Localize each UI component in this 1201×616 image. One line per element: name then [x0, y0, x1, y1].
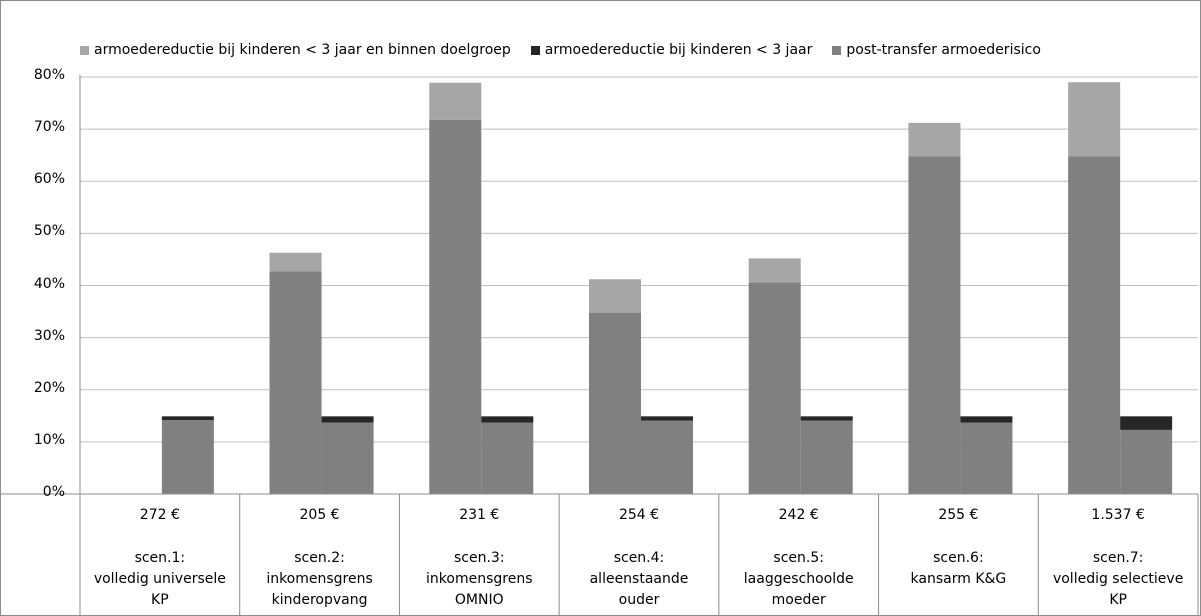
bar-post-transfer-kinderen [161, 419, 214, 494]
category-cell: 272 € scen.1: volledig universele KP [80, 494, 240, 616]
chart-legend: armoedereductie bij kinderen < 3 jaar en… [80, 38, 1061, 62]
category-label-line: volledig universele [93, 571, 226, 587]
bar-reductie-doelgroep [1068, 82, 1121, 157]
bar-reductie-kinderen [481, 416, 534, 423]
bar-post-transfer [748, 282, 801, 494]
y-tick-label: 10% [33, 431, 65, 448]
category-label: scen.4: alleenstaande ouder [559, 548, 719, 611]
bar-post-transfer [429, 119, 482, 495]
legend-swatch [832, 45, 842, 55]
category-cell: 231 € scen.3: inkomensgrens OMNIO [399, 494, 559, 616]
category-cell: 255 € scen.6: kansarm K&G [879, 494, 1039, 616]
legend-swatch [80, 45, 89, 55]
category-label: scen.5: laaggeschoolde moeder [719, 548, 879, 611]
y-tick-label: 0% [42, 484, 65, 500]
bar-reductie-kinderen [1120, 416, 1173, 430]
legend-entry: armoedereductie bij kinderen < 3 jaar [530, 42, 813, 58]
bar-reductie-kinderen [161, 416, 214, 420]
category-label-line: KP [1109, 592, 1127, 608]
category-label-line: alleenstaande [589, 571, 689, 587]
category-label-line: laaggeschoolde [743, 571, 854, 587]
category-cost: 254 € [618, 507, 660, 523]
bar-post-transfer-kinderen [800, 420, 853, 494]
category-label-line: scen.5: [773, 550, 824, 566]
legend-label: post-transfer armoederisico [846, 42, 1041, 58]
legend-entry: armoedereductie bij kinderen < 3 jaar en… [80, 42, 511, 58]
bar-reductie-kinderen [321, 416, 374, 423]
category-label-line: inkomensgrens [426, 571, 533, 587]
category-cost: 231 € [459, 507, 500, 523]
y-tick-label: 50% [33, 223, 65, 240]
bar-post-transfer [908, 156, 961, 495]
bar-post-transfer-kinderen [641, 420, 693, 494]
bar-post-transfer [269, 271, 322, 494]
category-label: scen.1: volledig universele KP [80, 548, 240, 611]
legend-swatch [530, 45, 540, 55]
category-label-line: scen.6: [933, 550, 984, 566]
y-tick-label: 40% [33, 275, 65, 292]
category-cell: 254 € scen.4: alleenstaande ouder [559, 494, 719, 616]
category-label-line: scen.1: [134, 550, 186, 566]
y-tick-label: 80% [33, 67, 65, 83]
bar-post-transfer-kinderen [960, 422, 1013, 494]
bar-reductie-doelgroep [748, 258, 801, 283]
bar-reductie-doelgroep [429, 82, 482, 120]
y-tick-label: 30% [33, 327, 65, 344]
legend-label: armoedereductie bij kinderen < 3 jaar en… [94, 42, 511, 58]
bar-post-transfer-kinderen [481, 422, 534, 494]
category-label-line: KP [151, 592, 169, 608]
bar-reductie-doelgroep [908, 122, 961, 157]
category-cost: 242 € [778, 507, 819, 523]
category-cell: 242 € scen.5: laaggeschoolde moeder [719, 494, 879, 616]
category-label-line: OMNIO [454, 592, 504, 608]
y-tick-label: 20% [33, 379, 65, 396]
category-label: scen.7: volledig selectieve KP [1038, 548, 1198, 611]
category-label-line: moeder [771, 592, 826, 608]
bar-reductie-doelgroep [589, 279, 641, 313]
category-cell: 205 € scen.2: inkomensgrens kinderopvang [240, 494, 400, 616]
category-label: scen.3: inkomensgrens OMNIO [399, 548, 559, 611]
category-cost: 1.537 € [1091, 507, 1145, 523]
category-label-line: ouder [618, 592, 660, 608]
bar-reductie-kinderen [800, 416, 853, 421]
y-tick-label: 70% [33, 119, 65, 136]
category-label-line: kinderopvang [271, 592, 368, 608]
bar-post-transfer-kinderen [321, 422, 374, 494]
category-label-line: scen.7: [1092, 550, 1144, 566]
bar-post-transfer [1068, 156, 1121, 495]
bar-reductie-doelgroep [269, 252, 322, 272]
category-cell: 1.537 € scen.7: volledig selectieve KP [1038, 494, 1198, 616]
category-cost: 272 € [139, 507, 180, 523]
legend-entry: post-transfer armoederisico [832, 42, 1041, 58]
category-label-line: inkomensgrens [266, 571, 373, 587]
bar-post-transfer-kinderen [1120, 429, 1173, 494]
category-cost: 255 € [938, 507, 979, 523]
category-label-line: volledig selectieve [1052, 571, 1184, 587]
legend-label: armoedereductie bij kinderen < 3 jaar [544, 42, 813, 58]
bar-reductie-kinderen [641, 416, 693, 421]
y-tick-label: 60% [33, 171, 65, 188]
category-label: scen.2: inkomensgrens kinderopvang [240, 548, 400, 611]
category-label-line: scen.2: [294, 550, 345, 566]
category-label-line: scen.3: [453, 550, 505, 566]
category-cost: 205 € [299, 507, 340, 523]
bar-post-transfer [589, 312, 641, 494]
category-label-line: scen.4: [613, 550, 665, 566]
category-label-line: kansarm K&G [910, 571, 1007, 587]
category-label: scen.6: kansarm K&G [879, 548, 1039, 590]
bar-reductie-kinderen [960, 416, 1013, 423]
